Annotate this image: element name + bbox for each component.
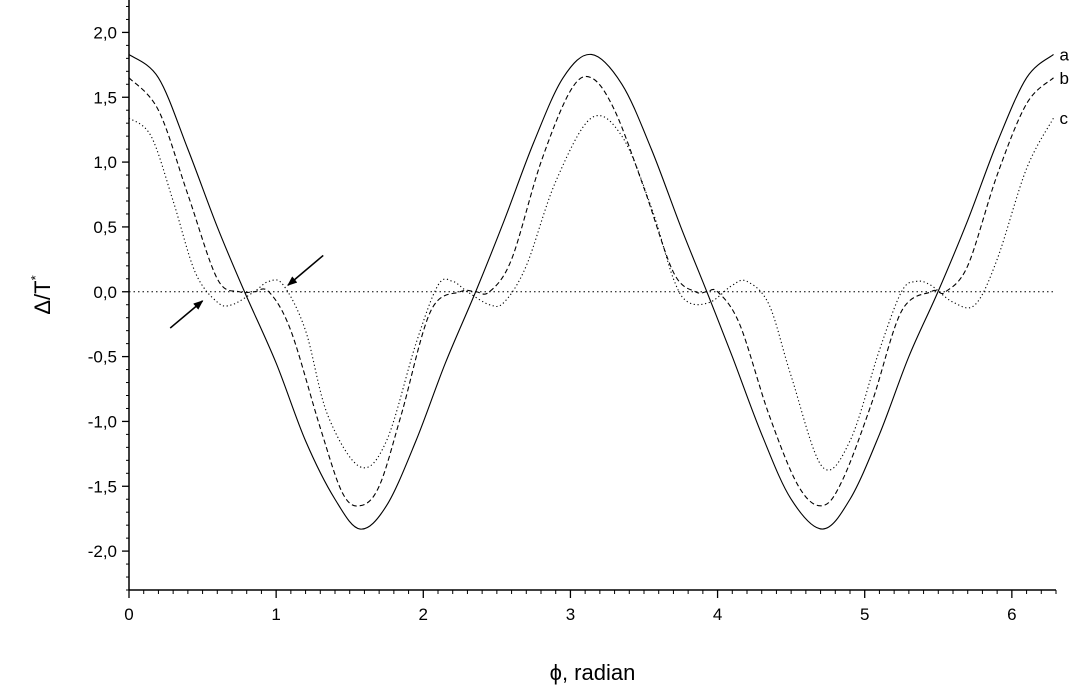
series-line-c bbox=[128, 115, 1054, 471]
y-tick-label: 0,0 bbox=[93, 283, 117, 302]
series-label-c: c bbox=[1059, 109, 1068, 128]
series-line-b bbox=[128, 75, 1054, 507]
x-axis-title: ϕ, radian bbox=[550, 660, 636, 685]
x-tick-label: 3 bbox=[566, 605, 575, 624]
y-tick-label: 2,0 bbox=[93, 23, 117, 42]
y-axis-title-superscript: * bbox=[28, 275, 43, 280]
plot-area bbox=[128, 53, 1056, 530]
y-tick-label: -1,0 bbox=[88, 412, 117, 431]
series-line-a bbox=[128, 53, 1054, 530]
x-tick-label: 0 bbox=[124, 605, 133, 624]
axes bbox=[122, 0, 1057, 598]
series-label-b: b bbox=[1059, 69, 1068, 88]
series-label-a: a bbox=[1059, 45, 1069, 64]
x-tick-label: 2 bbox=[419, 605, 428, 624]
annotation-arrow-1 bbox=[169, 300, 204, 329]
x-tick-label: 5 bbox=[860, 605, 869, 624]
y-tick-label: 1,0 bbox=[93, 153, 117, 172]
x-tick-label: 4 bbox=[713, 605, 722, 624]
y-tick-label: 0,5 bbox=[93, 218, 117, 237]
x-tick-label: 6 bbox=[1007, 605, 1016, 624]
annotation-arrow-2 bbox=[287, 254, 324, 286]
y-axis-title-main: Δ/T bbox=[30, 280, 55, 314]
y-axis-title: Δ/T* bbox=[28, 275, 55, 314]
x-tick-label: 1 bbox=[271, 605, 280, 624]
y-tick-label: -0,5 bbox=[88, 348, 117, 367]
y-tick-label: -2,0 bbox=[88, 542, 117, 561]
axis-labels: ab c 2,0 1,5 1,0 0,5 0,0 -0,5 -1,0 -1,5 -2,0 0 1 2 3 4 5… bbox=[28, 23, 1069, 685]
y-tick-label: 1,5 bbox=[93, 88, 117, 107]
y-tick-label: -1,5 bbox=[88, 477, 117, 496]
